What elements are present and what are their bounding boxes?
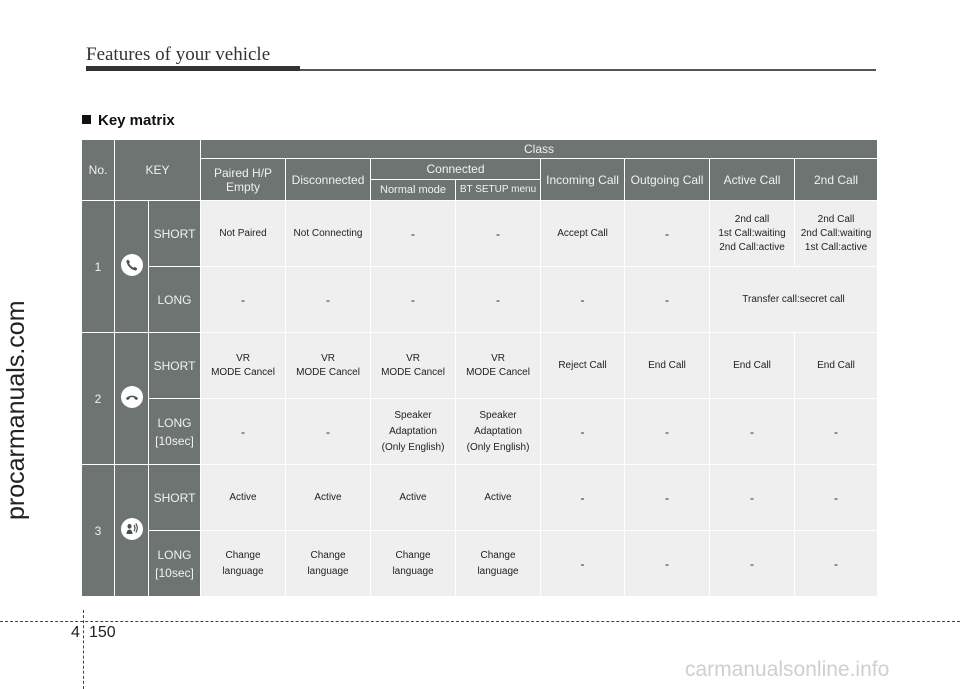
row-2-long-cell: - [624,398,711,465]
row-3-long-cell: - [794,530,879,597]
row-2-long-cell: - [285,398,372,465]
header-paired-empty: Paired H/P Empty [200,158,287,201]
row-3-short-cell: Active [370,464,457,531]
row-3-number: 3 [81,464,115,597]
row-2-short-cell: End Call [709,332,796,399]
row-3-short-cell: - [709,464,796,531]
hang-up-icon [120,386,143,408]
row-2-long-cell: Speaker Adaptation (Only English) [370,398,457,465]
voice-recognition-icon [120,518,143,540]
row-2-short-cell: VR MODE Cancel [200,332,287,399]
section-title: Key matrix [82,112,175,129]
row-3-short-cell: Active [285,464,372,531]
row-1-long-label: LONG [147,266,202,333]
phone-icon [120,254,143,276]
header-2nd-call: 2nd Call [794,158,879,201]
page-number: 150 [89,624,116,641]
row-2-long-cell: - [200,398,287,465]
row-2-long-cell: - [540,398,626,465]
row-3-short-cell: Active [200,464,287,531]
row-2-long-label: LONG [10sec] [147,398,202,465]
row-3-key-icon-cell [114,464,149,597]
header-incoming-call: Incoming Call [540,158,626,201]
row-2-long-cell: Speaker Adaptation (Only English) [455,398,542,465]
row-2-short-label: SHORT [147,332,202,399]
row-3-short-cell: Active [455,464,542,531]
row-1-short-cell: Not Connecting [285,200,372,267]
row-2-key-icon-cell [114,332,149,465]
section-title-text: Key matrix [98,112,175,129]
page-header-title: Features of your vehicle [86,44,271,65]
row-3-long-cell: - [709,530,796,597]
row-3-long-cell: Change language [200,530,287,597]
footer-dashed-rule [0,621,960,622]
row-1-short-cell: Not Paired [200,200,287,267]
row-2-short-cell: End Call [624,332,711,399]
row-1-long-cell: - [370,266,457,333]
key-matrix-table: No. KEY Class Paired H/P Empty Disconnec… [81,139,879,597]
header-connected: Connected [370,158,542,180]
chapter-number: 4 [71,624,80,641]
footer-dashed-divider [83,610,84,689]
header-rule-thin [300,69,876,71]
row-2-long-cell: - [794,398,879,465]
row-1-short-cell: Accept Call [540,200,626,267]
row-3-long-cell: Change language [285,530,372,597]
row-2-short-cell: VR MODE Cancel [455,332,542,399]
row-2-short-cell: Reject Call [540,332,626,399]
row-3-long-cell: Change language [370,530,457,597]
row-3-short-cell: - [794,464,879,531]
bottom-watermark: carmanualsonline.info [685,658,890,681]
header-outgoing-call: Outgoing Call [624,158,711,201]
row-1-long-cell: - [285,266,372,333]
row-1-key-icon-cell [114,200,149,333]
row-3-long-cell: - [540,530,626,597]
row-3-long-cell: - [624,530,711,597]
row-2-number: 2 [81,332,115,465]
header-no: No. [81,139,115,201]
header-key: KEY [113,139,202,201]
row-1-short-label: SHORT [147,200,202,267]
row-1-short-cell: - [370,200,457,267]
header-disconnected: Disconnected [285,158,372,201]
header-active-call: Active Call [709,158,796,201]
row-3-short-cell: - [624,464,711,531]
row-2-short-cell: VR MODE Cancel [370,332,457,399]
row-1-long-cell: - [200,266,287,333]
row-1-long-cell: - [540,266,626,333]
row-2-long-cell: - [709,398,796,465]
side-watermark: procarmanuals.com [2,300,30,520]
header-class: Class [200,139,879,159]
bullet-square-icon [82,115,91,124]
row-3-short-cell: - [540,464,626,531]
row-1-short-cell: 2nd Call 2nd Call:waiting 1st Call:activ… [794,200,879,267]
row-1-short-cell: - [624,200,711,267]
row-1-short-cell: 2nd call 1st Call:waiting 2nd Call:activ… [709,200,796,267]
row-3-long-label: LONG [10sec] [147,530,202,597]
row-1-long-cell: - [624,266,711,333]
row-1-number: 1 [81,200,115,333]
row-1-long-transfer-call: Transfer call:secret call [709,266,879,333]
row-1-short-cell: - [455,200,542,267]
row-1-long-cell: - [455,266,542,333]
row-2-short-cell: VR MODE Cancel [285,332,372,399]
row-3-short-label: SHORT [147,464,202,531]
row-3-long-cell: Change language [455,530,542,597]
header-rule-thick [86,66,300,71]
row-2-short-cell: End Call [794,332,879,399]
header-bt-setup-menu: BT SETUP menu [455,179,542,201]
header-normal-mode: Normal mode [370,179,457,201]
